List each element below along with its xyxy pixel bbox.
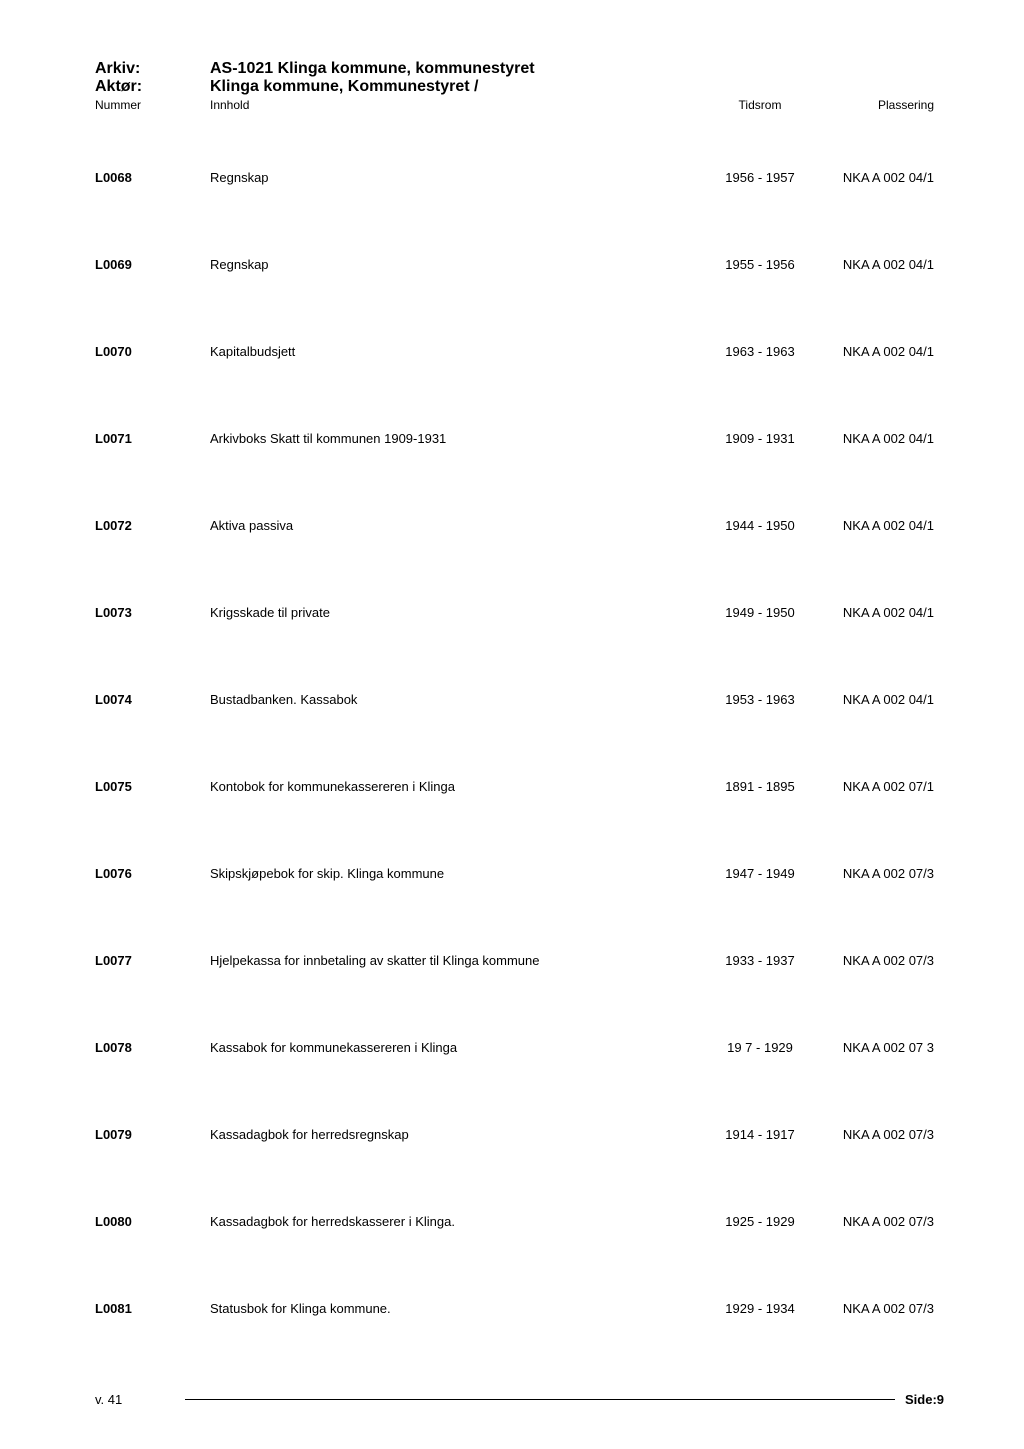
- table-row: L0079Kassadagbok for herredsregnskap1914…: [95, 1127, 944, 1142]
- cell-nummer: L0081: [95, 1301, 210, 1316]
- cell-nummer: L0068: [95, 170, 210, 185]
- col-nummer: Nummer: [95, 98, 210, 112]
- table-row: L0076Skipskjøpebok for skip. Klinga komm…: [95, 866, 944, 881]
- header-arkiv-row: Arkiv: AS-1021 Klinga kommune, kommunest…: [95, 60, 944, 78]
- cell-nummer: L0080: [95, 1214, 210, 1229]
- cell-innhold: Kassadagbok for herredsregnskap: [210, 1127, 680, 1142]
- cell-plassering: NKA A 002 04/1: [840, 257, 944, 272]
- table-row: L0070Kapitalbudsjett1963 - 1963NKA A 002…: [95, 344, 944, 359]
- table-row: L0068Regnskap1956 - 1957NKA A 002 04/1: [95, 170, 944, 185]
- arkiv-label: Arkiv:: [95, 60, 210, 78]
- cell-innhold: Regnskap: [210, 257, 680, 272]
- cell-innhold: Aktiva passiva: [210, 518, 680, 533]
- table-row: L0080Kassadagbok for herredskasserer i K…: [95, 1214, 944, 1229]
- table-row: L0077Hjelpekassa for innbetaling av skat…: [95, 953, 944, 968]
- cell-tidsrom: 1955 - 1956: [680, 257, 840, 272]
- cell-plassering: NKA A 002 07 3: [840, 1040, 944, 1055]
- footer-version: v. 41: [95, 1392, 175, 1407]
- cell-tidsrom: 1947 - 1949: [680, 866, 840, 881]
- cell-tidsrom: 1944 - 1950: [680, 518, 840, 533]
- cell-nummer: L0076: [95, 866, 210, 881]
- cell-innhold: Hjelpekassa for innbetaling av skatter t…: [210, 953, 680, 968]
- col-tidsrom: Tidsrom: [680, 98, 840, 112]
- table-row: L0071Arkivboks Skatt til kommunen 1909-1…: [95, 431, 944, 446]
- table-row: L0078Kassabok for kommunekassereren i Kl…: [95, 1040, 944, 1055]
- page: Arkiv: AS-1021 Klinga kommune, kommunest…: [0, 0, 1024, 1449]
- footer-rule: [185, 1399, 895, 1400]
- cell-tidsrom: 1909 - 1931: [680, 431, 840, 446]
- cell-nummer: L0077: [95, 953, 210, 968]
- cell-plassering: NKA A 002 04/1: [840, 692, 944, 707]
- cell-innhold: Kassabok for kommunekassereren i Klinga: [210, 1040, 680, 1055]
- cell-plassering: NKA A 002 07/3: [840, 1127, 944, 1142]
- cell-tidsrom: 1953 - 1963: [680, 692, 840, 707]
- cell-innhold: Statusbok for Klinga kommune.: [210, 1301, 680, 1316]
- cell-tidsrom: 1933 - 1937: [680, 953, 840, 968]
- cell-nummer: L0075: [95, 779, 210, 794]
- cell-nummer: L0070: [95, 344, 210, 359]
- header-aktor-row: Aktør: Klinga kommune, Kommunestyret /: [95, 78, 944, 96]
- cell-tidsrom: 1956 - 1957: [680, 170, 840, 185]
- cell-innhold: Skipskjøpebok for skip. Klinga kommune: [210, 866, 680, 881]
- aktor-label: Aktør:: [95, 78, 210, 96]
- table-row: L0069Regnskap1955 - 1956NKA A 002 04/1: [95, 257, 944, 272]
- cell-innhold: Regnskap: [210, 170, 680, 185]
- cell-nummer: L0074: [95, 692, 210, 707]
- table-row: L0072Aktiva passiva1944 - 1950NKA A 002 …: [95, 518, 944, 533]
- cell-nummer: L0078: [95, 1040, 210, 1055]
- cell-tidsrom: 1929 - 1934: [680, 1301, 840, 1316]
- cell-innhold: Kontobok for kommunekassereren i Klinga: [210, 779, 680, 794]
- footer-page-number: Side:9: [905, 1392, 944, 1407]
- cell-nummer: L0073: [95, 605, 210, 620]
- cell-plassering: NKA A 002 07/3: [840, 1301, 944, 1316]
- cell-nummer: L0079: [95, 1127, 210, 1142]
- cell-plassering: NKA A 002 04/1: [840, 605, 944, 620]
- cell-innhold: Bustadbanken. Kassabok: [210, 692, 680, 707]
- table-row: L0073Krigsskade til private1949 - 1950NK…: [95, 605, 944, 620]
- cell-plassering: NKA A 002 04/1: [840, 431, 944, 446]
- cell-plassering: NKA A 002 07/3: [840, 1214, 944, 1229]
- cell-tidsrom: 1925 - 1929: [680, 1214, 840, 1229]
- column-headers: Nummer Innhold Tidsrom Plassering: [95, 98, 944, 112]
- cell-plassering: NKA A 002 07/3: [840, 953, 944, 968]
- col-innhold: Innhold: [210, 98, 680, 112]
- cell-nummer: L0069: [95, 257, 210, 272]
- table-row: L0075Kontobok for kommunekassereren i Kl…: [95, 779, 944, 794]
- cell-plassering: NKA A 002 04/1: [840, 170, 944, 185]
- cell-nummer: L0072: [95, 518, 210, 533]
- footer: v. 41 Side:9: [95, 1392, 944, 1407]
- cell-nummer: L0071: [95, 431, 210, 446]
- cell-tidsrom: 1963 - 1963: [680, 344, 840, 359]
- table-row: L0074Bustadbanken. Kassabok1953 - 1963NK…: [95, 692, 944, 707]
- table-row: L0081Statusbok for Klinga kommune.1929 -…: [95, 1301, 944, 1316]
- cell-plassering: NKA A 002 07/3: [840, 866, 944, 881]
- cell-tidsrom: 1949 - 1950: [680, 605, 840, 620]
- cell-innhold: Kapitalbudsjett: [210, 344, 680, 359]
- cell-innhold: Arkivboks Skatt til kommunen 1909-1931: [210, 431, 680, 446]
- cell-innhold: Kassadagbok for herredskasserer i Klinga…: [210, 1214, 680, 1229]
- header-block: Arkiv: AS-1021 Klinga kommune, kommunest…: [95, 60, 944, 112]
- arkiv-value: AS-1021 Klinga kommune, kommunestyret: [210, 60, 535, 78]
- cell-plassering: NKA A 002 04/1: [840, 344, 944, 359]
- cell-tidsrom: 1914 - 1917: [680, 1127, 840, 1142]
- aktor-value: Klinga kommune, Kommunestyret /: [210, 78, 479, 96]
- cell-tidsrom: 19 7 - 1929: [680, 1040, 840, 1055]
- table-body: L0068Regnskap1956 - 1957NKA A 002 04/1L0…: [95, 170, 944, 1388]
- cell-plassering: NKA A 002 04/1: [840, 518, 944, 533]
- cell-plassering: NKA A 002 07/1: [840, 779, 944, 794]
- cell-tidsrom: 1891 - 1895: [680, 779, 840, 794]
- cell-innhold: Krigsskade til private: [210, 605, 680, 620]
- col-plassering: Plassering: [840, 98, 944, 112]
